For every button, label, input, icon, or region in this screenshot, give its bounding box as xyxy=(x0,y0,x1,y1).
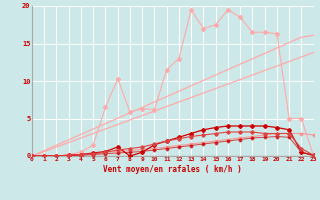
X-axis label: Vent moyen/en rafales ( km/h ): Vent moyen/en rafales ( km/h ) xyxy=(103,165,242,174)
